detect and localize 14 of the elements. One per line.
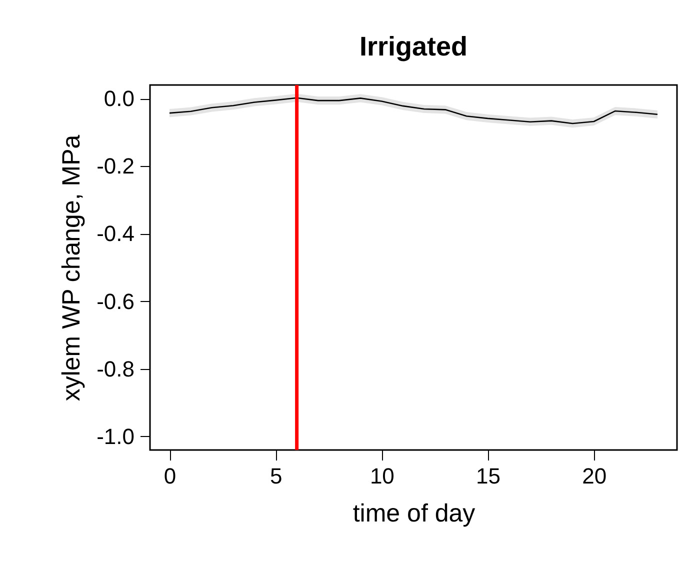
y-tick-label: -0.4	[96, 221, 134, 246]
x-axis-title: time of day	[352, 500, 476, 528]
y-tick-label: -0.6	[96, 288, 134, 314]
y-tick-label: 0.0	[104, 86, 134, 112]
y-tick-label: -0.8	[96, 356, 134, 382]
x-tick-label: 20	[582, 464, 607, 488]
x-tick-label: 0	[164, 464, 176, 488]
y-tick-label: -1.0	[96, 424, 134, 449]
chart-title: Irrigated	[359, 31, 468, 62]
x-tick-label: 5	[270, 464, 282, 488]
x-tick-label: 10	[370, 464, 394, 488]
x-tick-label: 15	[476, 464, 500, 488]
y-axis-title: xylem WP change, MPa	[58, 134, 86, 402]
y-tick-label: -0.2	[96, 154, 134, 179]
